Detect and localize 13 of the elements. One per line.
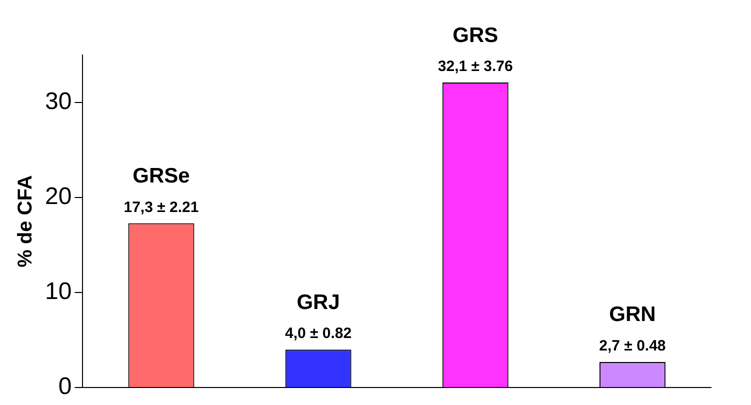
y-tick-label: 30 [44, 88, 72, 116]
x-tick-label: GRN [609, 303, 656, 326]
y-tick-label: 0 [58, 373, 72, 400]
y-axis-title: % de CFA [14, 175, 37, 268]
x-tick-label: GRSe [132, 164, 190, 188]
data-label: 17,3 ± 2.21 [124, 198, 199, 216]
data-label: 32,1 ± 3.76 [438, 58, 513, 76]
data-label: 2,7 ± 0.48 [599, 338, 666, 355]
x-tick-label: GRS [452, 24, 498, 47]
y-tick-label: 10 [44, 278, 72, 306]
data-label: 4,0 ± 0.82 [284, 325, 352, 342]
x-tick-label: GRJ [296, 290, 340, 314]
y-tick-label: 20 [44, 183, 72, 210]
